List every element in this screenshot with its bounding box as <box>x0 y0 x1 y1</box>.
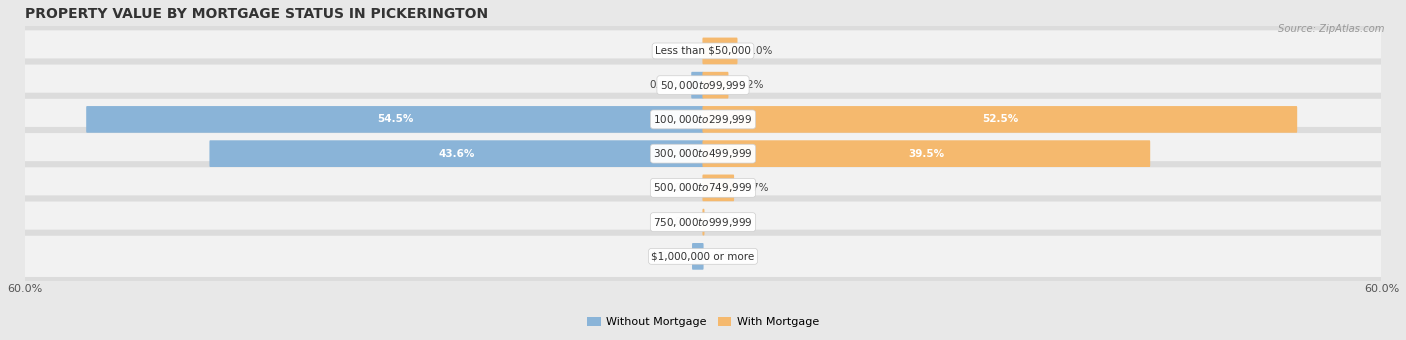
Legend: Without Mortgage, With Mortgage: Without Mortgage, With Mortgage <box>582 312 824 332</box>
FancyBboxPatch shape <box>692 72 703 99</box>
FancyBboxPatch shape <box>209 140 703 167</box>
FancyBboxPatch shape <box>17 167 1389 208</box>
Text: 0.0%: 0.0% <box>714 251 741 261</box>
Text: $300,000 to $499,999: $300,000 to $499,999 <box>654 147 752 160</box>
Text: 0.99%: 0.99% <box>650 80 683 90</box>
Text: 3.0%: 3.0% <box>747 46 772 56</box>
FancyBboxPatch shape <box>10 58 1396 112</box>
FancyBboxPatch shape <box>17 99 1389 140</box>
Text: 54.5%: 54.5% <box>377 114 413 124</box>
FancyBboxPatch shape <box>10 195 1396 249</box>
FancyBboxPatch shape <box>17 236 1389 277</box>
Text: 0.0%: 0.0% <box>665 46 692 56</box>
FancyBboxPatch shape <box>703 38 738 64</box>
Text: PROPERTY VALUE BY MORTGAGE STATUS IN PICKERINGTON: PROPERTY VALUE BY MORTGAGE STATUS IN PIC… <box>24 7 488 21</box>
Text: $100,000 to $299,999: $100,000 to $299,999 <box>654 113 752 126</box>
Text: 2.2%: 2.2% <box>737 80 763 90</box>
FancyBboxPatch shape <box>10 161 1396 215</box>
FancyBboxPatch shape <box>17 202 1389 243</box>
Text: Less than $50,000: Less than $50,000 <box>655 46 751 56</box>
FancyBboxPatch shape <box>17 133 1389 174</box>
Text: 0.0%: 0.0% <box>665 217 692 227</box>
Text: $750,000 to $999,999: $750,000 to $999,999 <box>654 216 752 228</box>
FancyBboxPatch shape <box>10 127 1396 180</box>
Text: $500,000 to $749,999: $500,000 to $749,999 <box>654 181 752 194</box>
FancyBboxPatch shape <box>17 30 1389 71</box>
FancyBboxPatch shape <box>703 140 1150 167</box>
FancyBboxPatch shape <box>692 243 703 270</box>
FancyBboxPatch shape <box>703 209 704 236</box>
FancyBboxPatch shape <box>17 65 1389 106</box>
FancyBboxPatch shape <box>10 93 1396 146</box>
Text: 0.0%: 0.0% <box>665 183 692 193</box>
Text: 39.5%: 39.5% <box>908 149 945 159</box>
Text: Source: ZipAtlas.com: Source: ZipAtlas.com <box>1278 24 1385 34</box>
FancyBboxPatch shape <box>86 106 703 133</box>
Text: 52.5%: 52.5% <box>981 114 1018 124</box>
Text: 0.08%: 0.08% <box>713 217 745 227</box>
FancyBboxPatch shape <box>703 174 734 201</box>
FancyBboxPatch shape <box>10 24 1396 78</box>
Text: 2.7%: 2.7% <box>742 183 769 193</box>
Text: $50,000 to $99,999: $50,000 to $99,999 <box>659 79 747 92</box>
FancyBboxPatch shape <box>703 72 728 99</box>
Text: 0.92%: 0.92% <box>651 251 683 261</box>
FancyBboxPatch shape <box>10 230 1396 283</box>
Text: 43.6%: 43.6% <box>439 149 475 159</box>
FancyBboxPatch shape <box>703 106 1298 133</box>
Text: $1,000,000 or more: $1,000,000 or more <box>651 251 755 261</box>
